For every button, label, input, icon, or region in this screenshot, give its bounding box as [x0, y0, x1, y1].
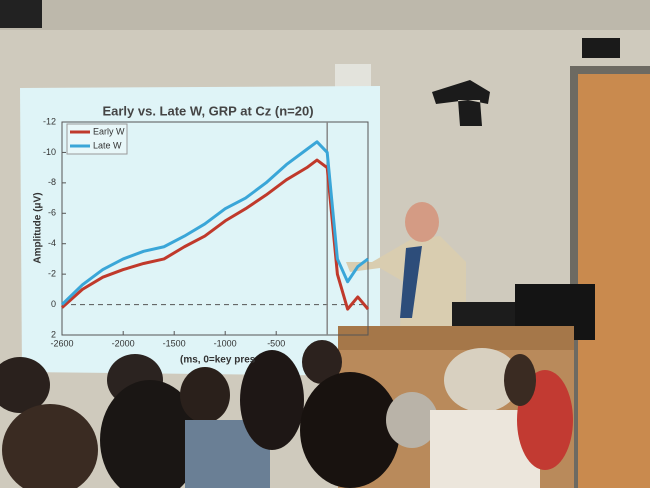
ceiling: [0, 0, 650, 30]
x-tick-label: -2000: [112, 338, 135, 348]
y-tick-label: -8: [48, 177, 56, 187]
x-tick-label: -500: [267, 338, 285, 348]
legend-box: [66, 123, 128, 155]
head: [444, 348, 520, 412]
y-tick-label: 2: [51, 329, 56, 339]
y-tick-label: 0: [51, 299, 56, 309]
monitor: [452, 302, 524, 326]
door: [578, 74, 650, 488]
x-axis-label: (ms, 0=key pres: [180, 355, 256, 366]
head: [300, 372, 400, 488]
podium-top: [338, 326, 574, 350]
head: [386, 392, 438, 448]
head: [302, 340, 342, 384]
series-line: [60, 140, 369, 306]
head: [504, 354, 536, 406]
head: [2, 404, 98, 488]
x-tick-label: -1000: [214, 338, 237, 348]
projection-screen: [20, 86, 380, 376]
y-axis-label: Amplitude (μV): [33, 192, 44, 263]
presenter-head: [405, 202, 439, 242]
plot-frame: [61, 121, 369, 336]
head: [100, 380, 200, 488]
speaker: [582, 38, 620, 58]
legend-label: Late W: [93, 140, 122, 150]
head: [0, 357, 50, 413]
y-tick-label: -10: [43, 147, 56, 157]
x-tick-label: -1500: [163, 338, 186, 348]
x-tick-label: -2600: [50, 338, 73, 348]
speaker: [0, 0, 42, 28]
head: [180, 367, 230, 423]
camera: [432, 80, 490, 126]
legend-label: Early W: [93, 126, 125, 136]
head: [240, 350, 304, 450]
y-tick-label: -12: [43, 116, 56, 126]
audience: [0, 340, 573, 488]
y-tick-label: -2: [48, 269, 56, 279]
sensor-box: [335, 64, 371, 88]
presenter-shirt: [400, 246, 422, 318]
y-tick-label: -6: [48, 208, 56, 218]
y-tick-label: -4: [48, 238, 56, 248]
chart-title: Early vs. Late W, GRP at Cz (n=20): [102, 103, 313, 118]
series-line: [60, 158, 370, 311]
